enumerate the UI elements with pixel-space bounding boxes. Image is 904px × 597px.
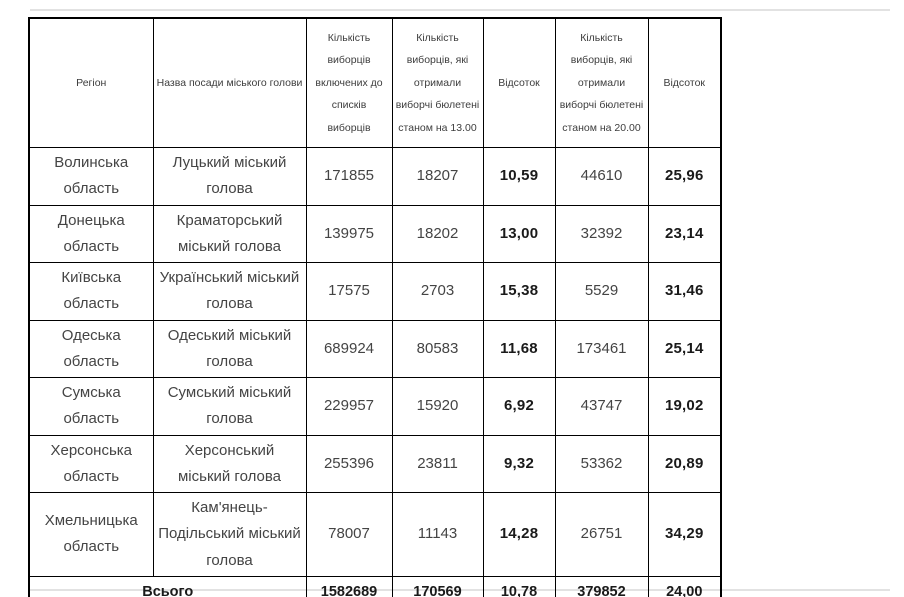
cell-voters: 78007	[305, 492, 393, 577]
cell-pct-13: 9,32	[482, 434, 556, 493]
cell-pct-20: 34,29	[647, 492, 722, 577]
table-row: Донецька область Краматорський міський г…	[28, 204, 722, 263]
table-row: Хмельницька область Кам'янець-Подільськи…	[28, 492, 722, 577]
cell-ballots-20: 173461	[554, 319, 649, 378]
header-row: Регіон Назва посади міського голови Кіль…	[28, 17, 722, 148]
table-row: Київська область Український міський гол…	[28, 262, 722, 321]
header-position-title: Назва посади міського голови	[152, 17, 307, 148]
cell-region: Волинська область	[28, 147, 154, 206]
table-row: Херсонська область Херсонський міський г…	[28, 434, 722, 493]
cell-position: Краматорський міський голова	[152, 204, 307, 263]
total-voters: 1582689	[305, 575, 393, 597]
cell-pct-13: 13,00	[482, 204, 556, 263]
cell-ballots-20: 43747	[554, 377, 649, 436]
cell-voters: 229957	[305, 377, 393, 436]
turnout-table: Регіон Назва посади міського голови Кіль…	[28, 17, 722, 597]
header-percent-13: Відсоток	[482, 17, 556, 148]
cell-ballots-13: 15920	[391, 377, 484, 436]
cell-pct-13: 11,68	[482, 319, 556, 378]
cell-ballots-13: 80583	[391, 319, 484, 378]
cell-ballots-13: 11143	[391, 492, 484, 577]
header-percent-20: Відсоток	[647, 17, 722, 148]
header-voters-registered: Кількість виборців включених до списків …	[305, 17, 393, 148]
total-ballots-20: 379852	[554, 575, 649, 597]
cell-position: Кам'янець-Подільський міський голова	[152, 492, 307, 577]
table-row: Волинська область Луцький міський голова…	[28, 147, 722, 206]
page-rule-top	[30, 9, 890, 11]
cell-ballots-20: 5529	[554, 262, 649, 321]
cell-pct-20: 25,96	[647, 147, 722, 206]
cell-ballots-13: 18207	[391, 147, 484, 206]
cell-voters: 171855	[305, 147, 393, 206]
cell-pct-13: 15,38	[482, 262, 556, 321]
cell-voters: 139975	[305, 204, 393, 263]
cell-pct-13: 10,59	[482, 147, 556, 206]
cell-position: Одеський міський голова	[152, 319, 307, 378]
cell-region: Одеська область	[28, 319, 154, 378]
total-ballots-13: 170569	[391, 575, 484, 597]
total-pct-13: 10,78	[482, 575, 556, 597]
cell-pct-20: 19,02	[647, 377, 722, 436]
cell-ballots-20: 26751	[554, 492, 649, 577]
cell-position: Український міський голова	[152, 262, 307, 321]
cell-pct-20: 25,14	[647, 319, 722, 378]
cell-region: Херсонська область	[28, 434, 154, 493]
cell-pct-13: 14,28	[482, 492, 556, 577]
cell-ballots-13: 2703	[391, 262, 484, 321]
table-header: Регіон Назва посади міського голови Кіль…	[28, 17, 722, 148]
cell-position: Сумський міський голова	[152, 377, 307, 436]
cell-region: Донецька область	[28, 204, 154, 263]
total-pct-20: 24,00	[647, 575, 722, 597]
cell-pct-13: 6,92	[482, 377, 556, 436]
total-label: Всього	[28, 575, 307, 597]
cell-region: Сумська область	[28, 377, 154, 436]
cell-region: Хмельницька область	[28, 492, 154, 577]
cell-voters: 255396	[305, 434, 393, 493]
header-region: Регіон	[28, 17, 154, 148]
cell-ballots-20: 44610	[554, 147, 649, 206]
cell-ballots-20: 32392	[554, 204, 649, 263]
cell-voters: 17575	[305, 262, 393, 321]
cell-voters: 689924	[305, 319, 393, 378]
header-ballots-13: Кількість виборців, які отримали виборчі…	[391, 17, 484, 148]
cell-pct-20: 23,14	[647, 204, 722, 263]
cell-region: Київська область	[28, 262, 154, 321]
cell-position: Луцький міський голова	[152, 147, 307, 206]
header-ballots-20: Кількість виборців, які отримали виборчі…	[554, 17, 649, 148]
cell-ballots-13: 23811	[391, 434, 484, 493]
table-body: Волинська область Луцький міський голова…	[28, 147, 722, 597]
cell-ballots-13: 18202	[391, 204, 484, 263]
table-row: Одеська область Одеський міський голова …	[28, 319, 722, 378]
cell-ballots-20: 53362	[554, 434, 649, 493]
cell-pct-20: 20,89	[647, 434, 722, 493]
table-row: Сумська область Сумський міський голова …	[28, 377, 722, 436]
cell-position: Херсонський міський голова	[152, 434, 307, 493]
cell-pct-20: 31,46	[647, 262, 722, 321]
total-row: Всього 1582689 170569 10,78 379852 24,00	[28, 575, 722, 597]
